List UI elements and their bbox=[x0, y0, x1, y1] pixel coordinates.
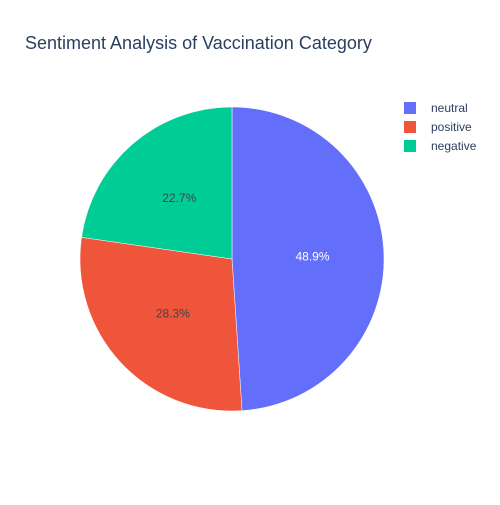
legend-item-neutral[interactable]: neutral bbox=[404, 101, 468, 115]
legend-label-negative: negative bbox=[431, 139, 477, 153]
pie-slice-neutral bbox=[231, 106, 385, 411]
slice-label-neutral: 48.9% bbox=[296, 249, 330, 263]
slice-label-positive: 28.3% bbox=[156, 307, 190, 321]
pie-slices bbox=[79, 106, 385, 412]
legend-swatch-positive bbox=[404, 121, 416, 133]
legend-label-positive: positive bbox=[431, 120, 472, 134]
legend: neutral positive negative bbox=[404, 101, 477, 153]
legend-item-negative[interactable]: negative bbox=[404, 139, 477, 153]
pie-slice-positive bbox=[79, 237, 243, 412]
legend-label-neutral: neutral bbox=[431, 101, 468, 115]
pie-slice-negative bbox=[81, 106, 233, 260]
pie-slice-labels: 48.9% 28.3% 22.7% bbox=[156, 191, 330, 321]
legend-swatch-negative bbox=[404, 140, 416, 152]
legend-item-positive[interactable]: positive bbox=[404, 120, 472, 134]
chart-title: Sentiment Analysis of Vaccination Catego… bbox=[25, 33, 372, 53]
slice-label-negative: 22.7% bbox=[162, 191, 196, 205]
legend-swatch-neutral bbox=[404, 102, 416, 114]
